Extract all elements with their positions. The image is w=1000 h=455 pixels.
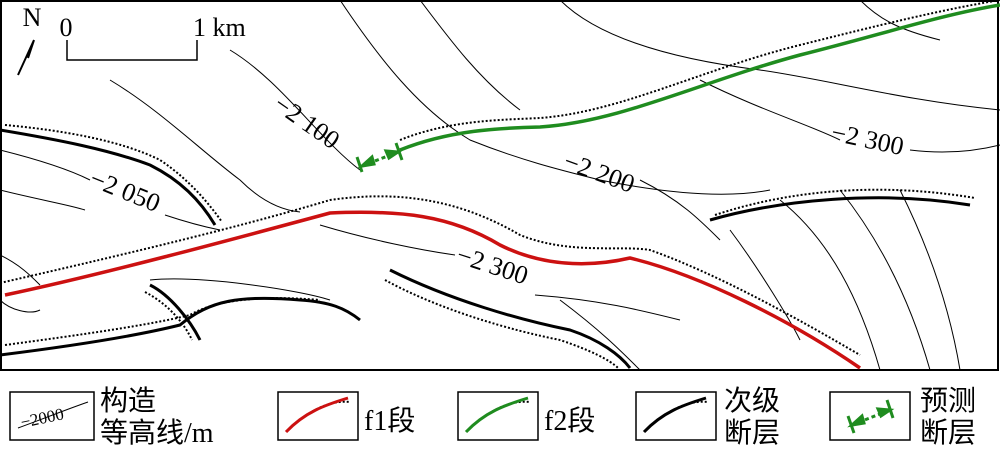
legend-label: 等高线/m — [100, 417, 214, 449]
legend-label: 断层 — [724, 417, 780, 449]
contour — [149, 278, 331, 301]
contour — [339, 0, 771, 195]
legend-f2 — [464, 396, 529, 434]
legend-contour — [17, 401, 89, 429]
contour — [0, 299, 41, 313]
contour — [559, 299, 641, 371]
contour — [229, 49, 361, 171]
legend-box — [635, 391, 717, 441]
legend-label: 次级 — [724, 385, 780, 417]
contour — [839, 189, 931, 371]
contour — [534, 294, 681, 321]
fault-dotted — [4, 124, 223, 223]
secondary-fault — [709, 196, 971, 222]
scale-start: 0 — [60, 13, 73, 42]
legend: −2000 构造 等高线/m f1段 f2段 次级 断层 预测 断层 — [9, 385, 976, 449]
fault-dotted — [4, 297, 321, 346]
scale-line — [66, 40, 198, 61]
contour — [909, 144, 1000, 153]
contour — [899, 189, 961, 371]
legend-box — [277, 391, 359, 441]
contour — [0, 189, 86, 211]
legend-f1 — [284, 396, 349, 434]
contour — [639, 179, 721, 241]
legend-predicted — [846, 399, 895, 434]
fault-dotted — [714, 188, 976, 216]
legend-sample: −2000 — [19, 404, 66, 432]
legend-label: f2段 — [544, 405, 595, 437]
legend-secondary — [642, 396, 707, 434]
secondary-fault — [149, 283, 202, 341]
contour — [779, 199, 881, 371]
contour — [0, 149, 91, 181]
contour — [859, 0, 941, 41]
legend-dotted — [289, 400, 351, 429]
contour — [319, 224, 456, 256]
legend-label: 预测 — [920, 386, 976, 417]
scale-end: 1 km — [193, 13, 246, 42]
secondary-fault — [0, 296, 361, 357]
legend-dotted — [647, 400, 709, 429]
secondary-fault — [0, 128, 217, 226]
legend-label: 构造 — [100, 385, 156, 417]
legend-box — [829, 391, 911, 441]
contour — [109, 79, 301, 213]
faults — [0, 0, 1000, 370]
north-arrow — [17, 39, 35, 76]
contour — [0, 254, 41, 286]
fault-f2 — [399, 3, 1000, 152]
fault-f1 — [4, 210, 861, 370]
secondary-fault — [389, 268, 632, 369]
fault-dotted — [384, 279, 619, 369]
contour — [164, 214, 221, 231]
fault-dotted — [399, 0, 1000, 141]
legend-box — [457, 391, 539, 441]
contours — [0, 0, 1000, 371]
legend-label: 断层 — [920, 417, 976, 449]
legend-label: f1段 — [364, 405, 415, 437]
contour — [729, 229, 801, 341]
contour — [559, 0, 1000, 111]
predicted-fault — [355, 142, 404, 173]
contour — [699, 79, 841, 141]
legend-box — [9, 391, 95, 441]
north-label: N — [23, 3, 42, 32]
scale-bar: N 0 1 km — [17, 3, 246, 76]
map-frame — [0, 0, 999, 371]
contour — [419, 0, 521, 111]
legend-dotted — [469, 400, 531, 429]
